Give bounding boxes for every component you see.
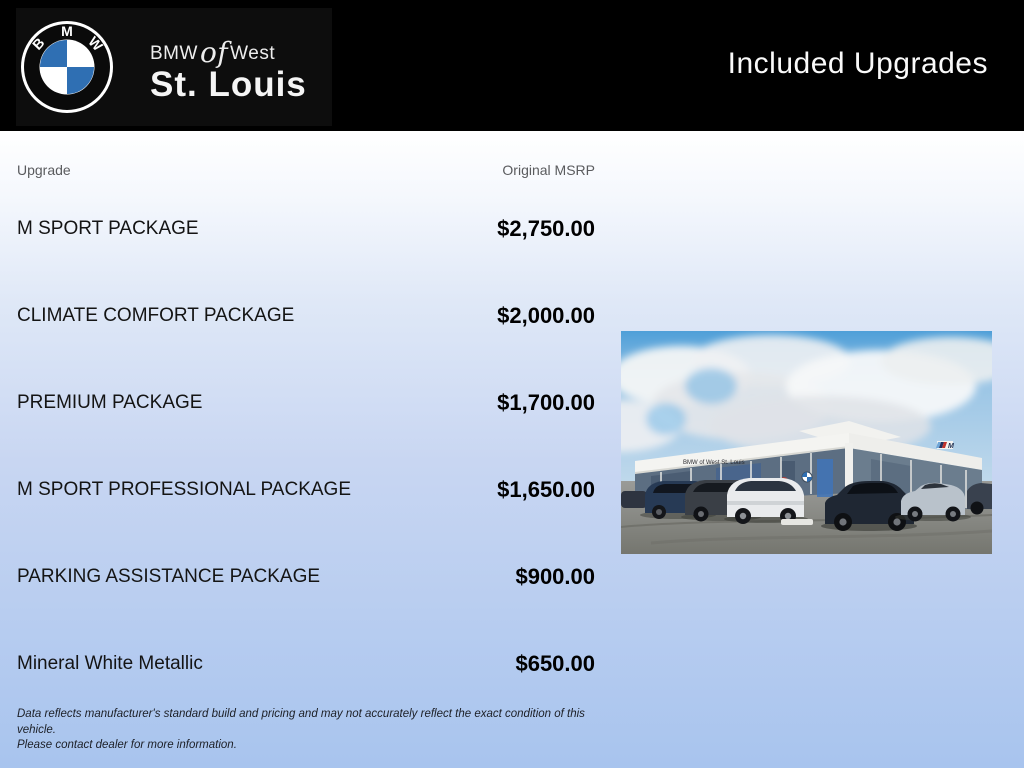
disclaimer-line2: Please contact dealer for more informati… xyxy=(17,739,237,752)
table-row: PARKING ASSISTANCE PACKAGE $900.00 xyxy=(17,533,595,620)
upgrade-name: PREMIUM PACKAGE xyxy=(17,391,203,413)
dealer-name-script: of xyxy=(199,36,229,69)
upgrade-price: $2,000.00 xyxy=(497,302,595,328)
photo-building-sign: BMW of West St. Louis xyxy=(683,460,745,466)
photo-m-badge: M xyxy=(936,441,954,450)
dealer-name-line1: BMWof West xyxy=(150,36,307,69)
header-bar: B M W BMWof West St. Louis Included Upgra… xyxy=(0,0,1024,131)
dealership-photo: BMW of West St. Louis M xyxy=(621,331,992,554)
roundel-letter-m: M xyxy=(61,23,73,39)
table-row: PREMIUM PACKAGE $1,700.00 xyxy=(17,359,595,446)
dealer-name-rest: West xyxy=(230,43,276,64)
table-row: Mineral White Metallic $650.00 xyxy=(17,620,595,707)
dealer-name-line2: St. Louis xyxy=(150,65,307,104)
upgrade-price: $2,750.00 xyxy=(497,215,595,241)
dealer-logo: B M W BMWof West St. Louis xyxy=(16,8,332,126)
dealer-name: BMWof West St. Louis xyxy=(150,36,307,104)
column-header-upgrade: Upgrade xyxy=(17,162,71,178)
dealer-name-brand: BMW xyxy=(150,43,198,64)
upgrade-name: M SPORT PACKAGE xyxy=(17,217,199,239)
upgrade-price: $1,700.00 xyxy=(497,389,595,415)
upgrade-name: CLIMATE COMFORT PACKAGE xyxy=(17,304,295,326)
photo-clouds xyxy=(621,335,992,456)
table-row: M SPORT PROFESSIONAL PACKAGE $1,650.00 xyxy=(17,446,595,533)
disclaimer-line1: Data reflects manufacturer's standard bu… xyxy=(17,708,585,736)
upgrade-price: $900.00 xyxy=(515,563,595,589)
column-header-original-msrp: Original MSRP xyxy=(502,162,595,178)
upgrades-table: M SPORT PACKAGE $2,750.00 CLIMATE COMFOR… xyxy=(17,185,595,707)
page-title: Included Upgrades xyxy=(727,47,988,80)
disclaimer-text: Data reflects manufacturer's standard bu… xyxy=(17,707,617,754)
upgrade-name: M SPORT PROFESSIONAL PACKAGE xyxy=(17,478,351,500)
upgrade-price: $650.00 xyxy=(515,650,595,676)
upgrade-name: PARKING ASSISTANCE PACKAGE xyxy=(17,565,321,587)
upgrade-price: $1,650.00 xyxy=(497,476,595,502)
photo-m-badge-letter: M xyxy=(948,443,954,450)
bmw-roundel-icon: B M W xyxy=(21,21,113,113)
table-row: CLIMATE COMFORT PACKAGE $2,000.00 xyxy=(17,272,595,359)
upgrade-name: Mineral White Metallic xyxy=(17,652,203,674)
table-row: M SPORT PACKAGE $2,750.00 xyxy=(17,185,595,272)
photo-cars xyxy=(621,478,992,531)
content-area: Upgrade Original MSRP M SPORT PACKAGE $2… xyxy=(0,131,1024,768)
